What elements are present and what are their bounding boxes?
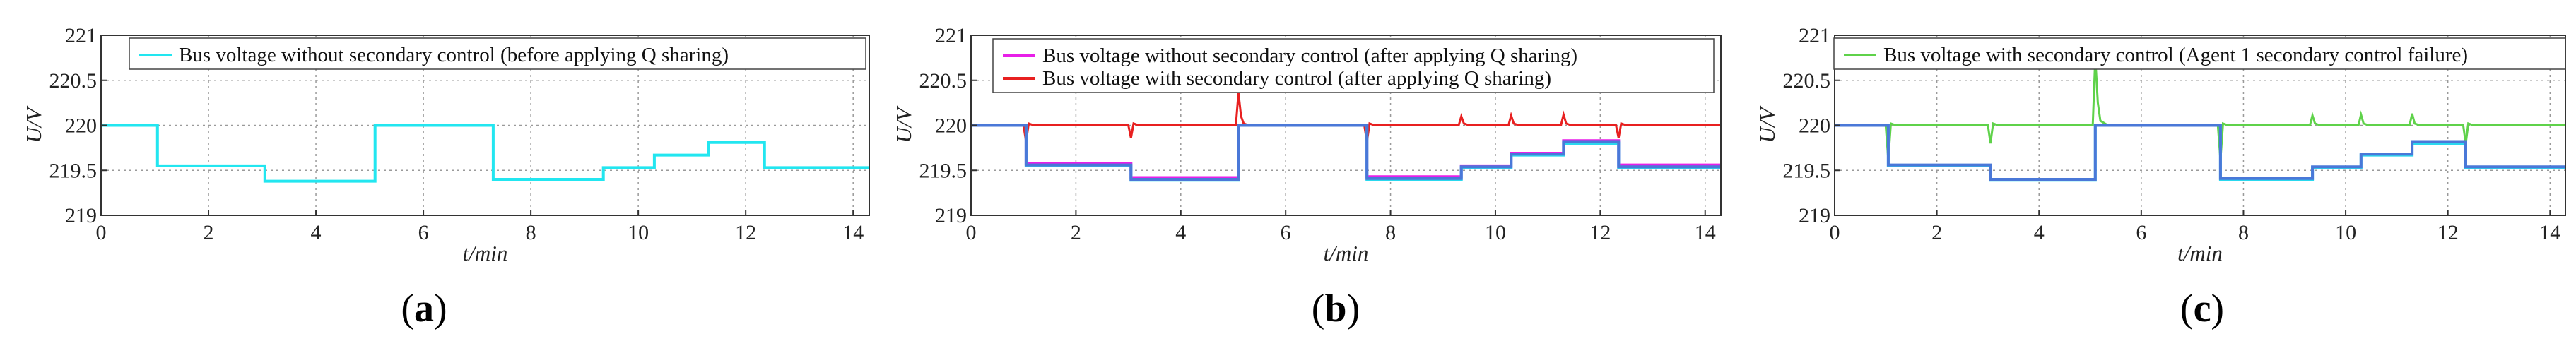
legend-box [129,37,866,70]
x-tick-label: 8 [526,221,536,244]
x-tick-label: 14 [2539,221,2560,244]
chart-panel-c: 0 2 4 6 8 10 12 14 219 219.5 220 220.5 221 t/min U/V Bu… [1755,24,2566,330]
y-tick-label: 220 [1799,114,1830,138]
x-tick-label: 8 [2238,221,2249,244]
y-tick-label: 220 [935,114,967,138]
x-tick-label: 6 [2136,221,2146,244]
series-line-3 [1835,124,2565,181]
x-tick-label: 12 [1589,221,1611,244]
panel-label: (c) [2180,287,2224,330]
x-axis-label: t/min [2177,241,2223,266]
x-tick-label: 2 [1931,221,1942,244]
y-axis-label: U/V [891,105,916,143]
x-tick-label: 0 [966,221,977,244]
legend-label: Bus voltage with secondary control (Agen… [1883,44,2468,66]
x-tick-label: 6 [1281,221,1291,244]
chart-panel-a: 0 2 4 6 8 10 12 14 219 219.5 220 220.5 221 t/min U/V Bu… [21,24,870,330]
x-tick-label: 0 [1830,221,1840,244]
series-line-2 [971,93,1721,142]
x-tick-label: 8 [1385,221,1396,244]
legend-box [992,38,1715,93]
legend-label: Bus voltage without secondary control (a… [1042,44,1577,67]
y-axis-label: U/V [1755,105,1780,143]
x-tick-label: 14 [1695,221,1716,244]
series-line-1 [101,124,869,183]
x-tick-label: 6 [418,221,429,244]
x-tick-label: 2 [204,221,214,244]
x-tick-label: 2 [1071,221,1081,244]
legend: Bus voltage without secondary control (a… [992,38,1715,93]
legend: Bus voltage without secondary control (b… [129,37,866,70]
x-axis-label: t/min [463,241,508,266]
x-tick-label: 12 [2437,221,2459,244]
x-tick-label: 14 [842,221,864,244]
series-line-1 [1835,57,2565,160]
panel-label: (a) [401,287,447,330]
chart-panel-b: 0 2 4 6 8 10 12 14 219 219.5 220 220.5 221 t/min U/V Bu… [891,24,1722,330]
panel-label: (b) [1312,287,1360,330]
x-tick-label: 10 [628,221,649,244]
legend-label: Bus voltage with secondary control (afte… [1042,67,1551,90]
x-tick-label: 10 [1485,221,1506,244]
y-tick-label: 221 [65,24,97,47]
x-axis-label: t/min [1324,241,1369,266]
y-tick-label: 219 [935,204,967,227]
y-tick-label: 219.5 [49,159,98,182]
x-tick-label: 12 [735,221,756,244]
y-tick-label: 221 [935,24,967,47]
y-tick-label: 219.5 [919,159,968,182]
series-line-4 [971,124,1721,181]
y-tick-label: 220.5 [919,69,968,93]
legend: Bus voltage with secondary control (Agen… [1833,37,2566,70]
x-tick-label: 4 [311,221,322,244]
x-tick-label: 4 [2034,221,2045,244]
legend-box [1833,37,2566,70]
legend-label: Bus voltage without secondary control (b… [179,44,729,66]
y-tick-label: 219 [65,204,97,227]
x-tick-label: 4 [1175,221,1186,244]
y-tick-label: 219 [1799,204,1830,227]
y-tick-label: 220.5 [49,69,98,93]
y-tick-label: 219.5 [1783,159,1831,182]
y-axis-label: U/V [21,105,46,143]
y-tick-label: 221 [1799,24,1830,47]
x-tick-label: 10 [2335,221,2356,244]
y-tick-label: 220.5 [1783,69,1831,93]
x-tick-label: 0 [96,221,107,244]
y-tick-label: 220 [65,114,97,138]
